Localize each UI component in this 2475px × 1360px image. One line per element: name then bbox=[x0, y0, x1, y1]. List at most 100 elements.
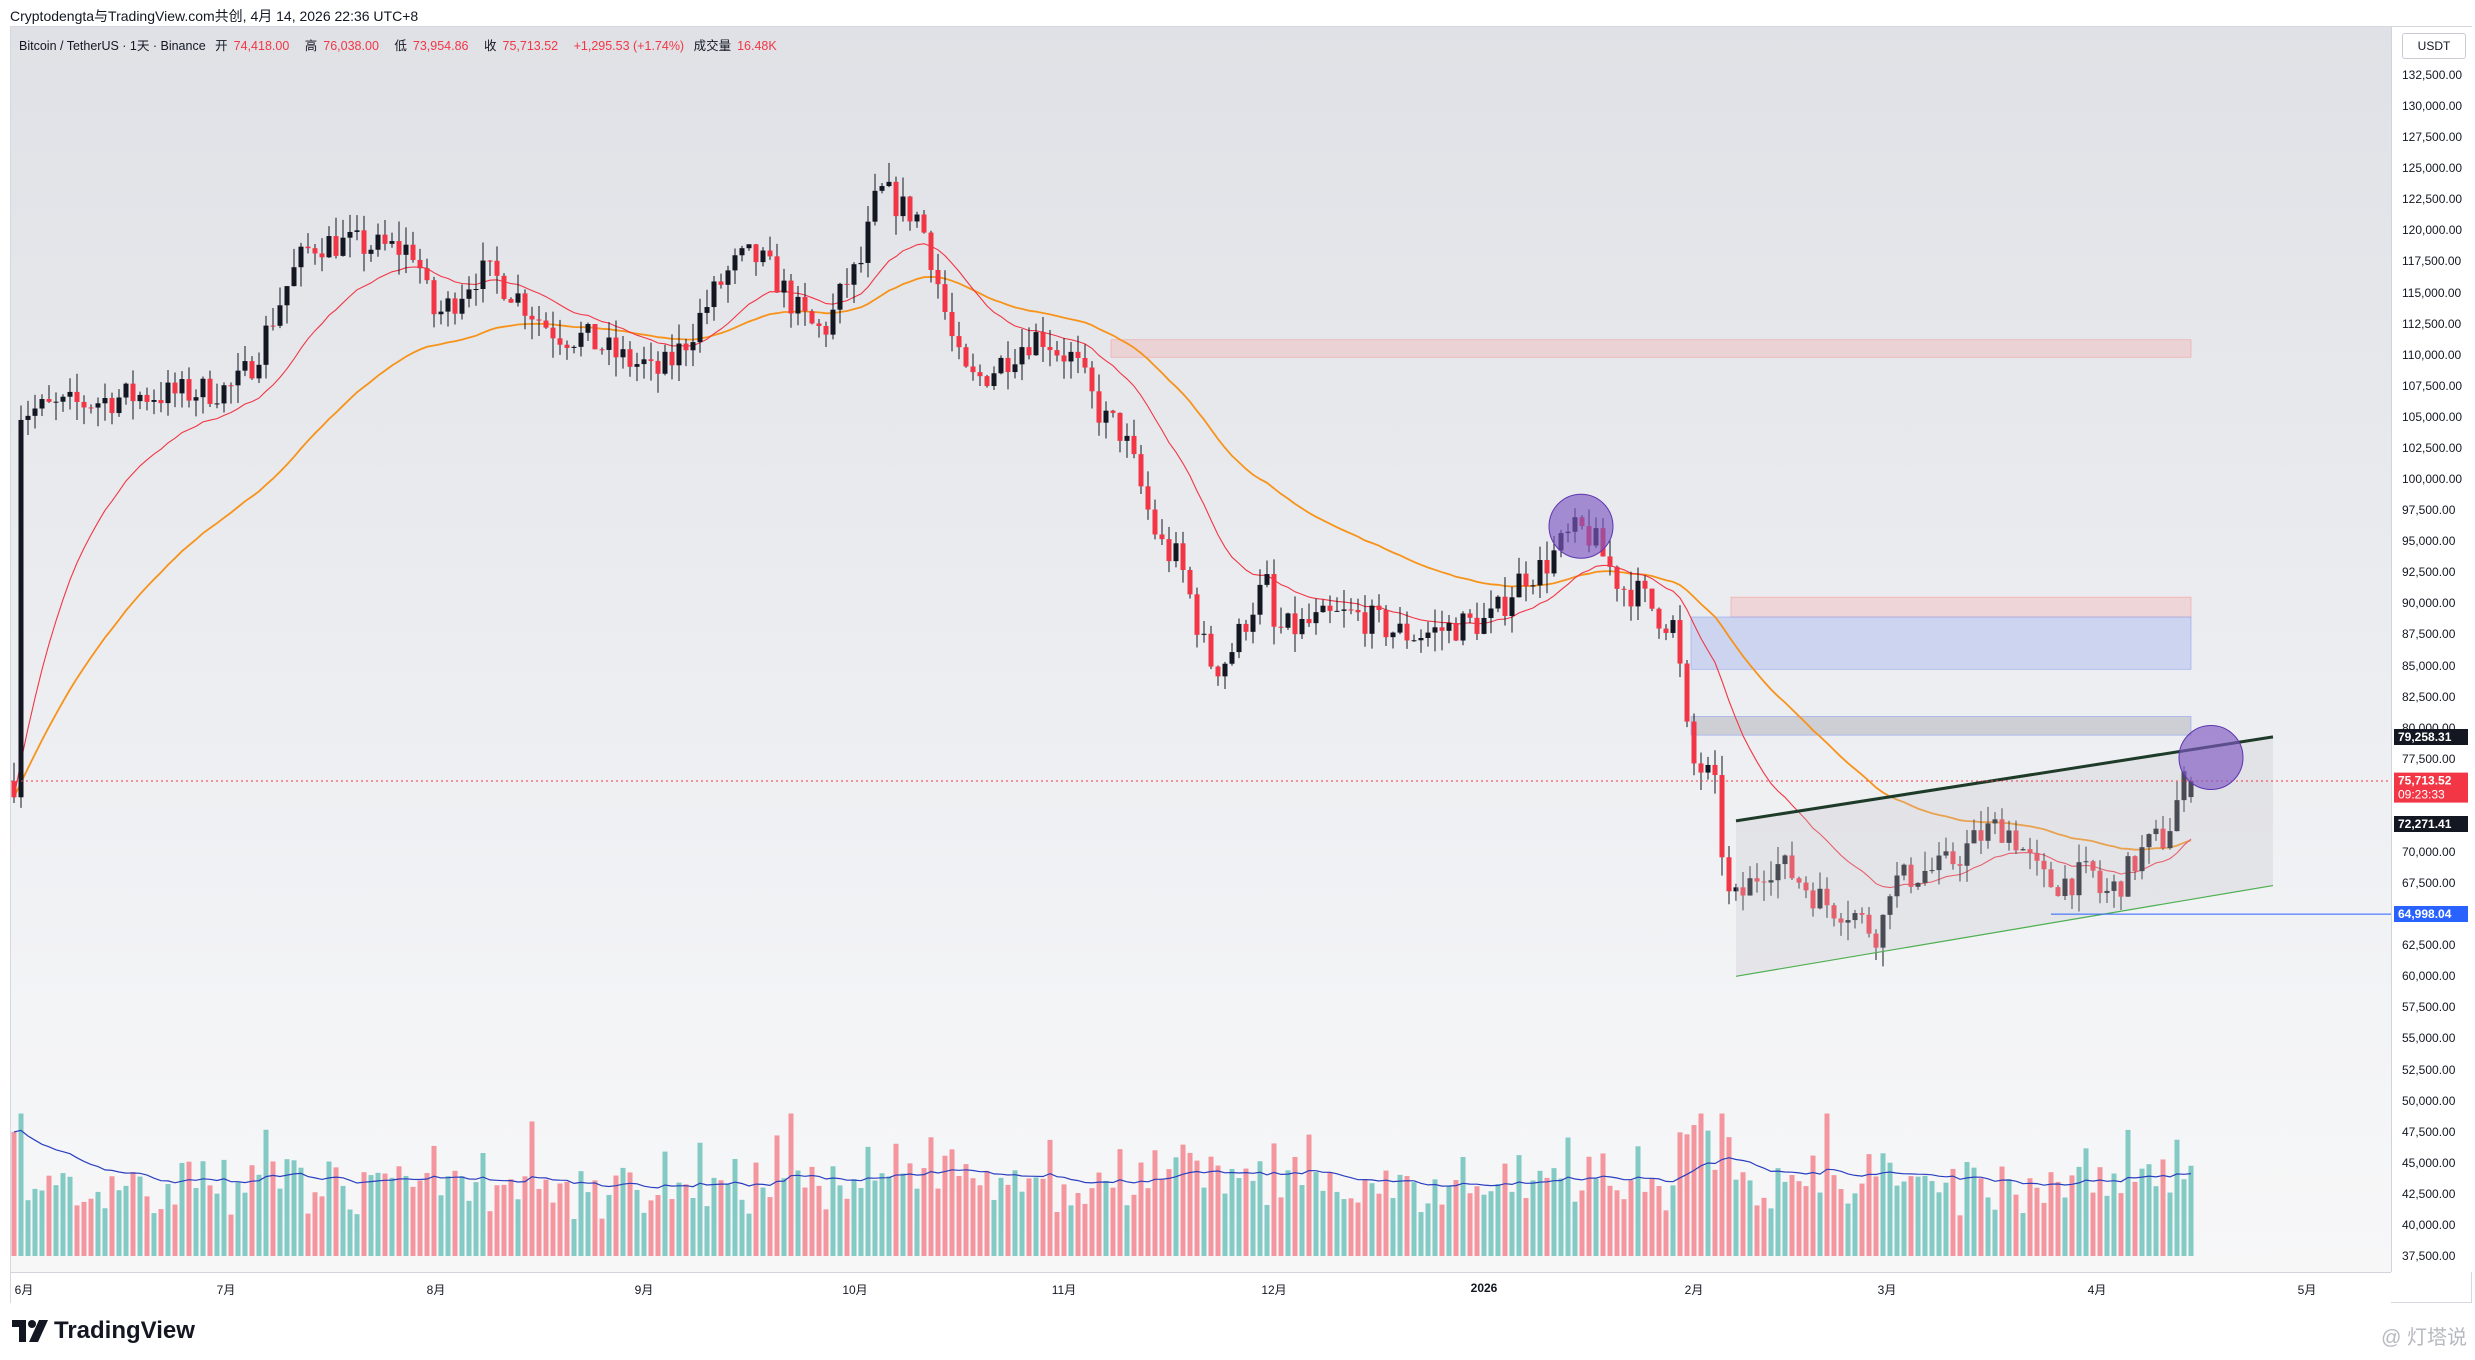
legend-high-label: 高 bbox=[304, 39, 318, 53]
volume-bar bbox=[802, 1187, 808, 1256]
volume-bar bbox=[928, 1137, 934, 1256]
candle-body bbox=[1845, 920, 1851, 923]
volume-bar bbox=[543, 1179, 549, 1256]
volume-bar bbox=[179, 1162, 185, 1256]
candle-body bbox=[186, 379, 192, 401]
volume-bar bbox=[998, 1177, 1004, 1256]
volume-bar bbox=[1341, 1199, 1347, 1256]
chart-plot-area[interactable]: Bitcoin / TetherUS · 1天 · Binance 开 74,41… bbox=[11, 27, 2391, 1272]
volume-bar bbox=[375, 1172, 381, 1256]
candle-body bbox=[1033, 332, 1039, 356]
volume-bar bbox=[1544, 1177, 1550, 1256]
candle-body bbox=[305, 246, 311, 249]
candle-body bbox=[1117, 412, 1123, 441]
candle-body bbox=[1446, 623, 1452, 631]
volume-bar bbox=[74, 1205, 80, 1256]
candle-body bbox=[921, 214, 927, 233]
price-tick: 110,000.00 bbox=[2402, 347, 2462, 362]
candle-body bbox=[494, 260, 500, 276]
candle-body bbox=[662, 351, 668, 374]
candle-body bbox=[361, 230, 367, 254]
volume-bar bbox=[1859, 1183, 1865, 1256]
currency-selector[interactable]: USDT bbox=[2402, 33, 2466, 59]
price-tick: 95,000.00 bbox=[2402, 534, 2456, 549]
candle-body bbox=[956, 336, 962, 348]
watermark: @ 灯塔说 bbox=[2381, 1327, 2467, 1349]
volume-bar bbox=[676, 1182, 682, 1256]
volume-bar bbox=[746, 1213, 752, 1256]
volume-bar bbox=[1215, 1165, 1221, 1256]
price-axis[interactable]: USDT 132,500.00 130,000.00 127,500.00 125,0… bbox=[2391, 27, 2474, 1272]
candle-body bbox=[1782, 855, 1788, 865]
candle-body bbox=[235, 370, 241, 386]
volume-bar bbox=[88, 1198, 94, 1256]
candle-body bbox=[1614, 566, 1620, 589]
time-axis[interactable]: 6月 7月 8月 9月 10月 11月 12月 2026 2月 3月 4月 5月 bbox=[11, 1272, 2391, 1303]
candle-body bbox=[900, 196, 906, 217]
candle-body bbox=[732, 255, 738, 271]
legend-close-label: 收 bbox=[483, 39, 497, 53]
candle-body bbox=[599, 349, 605, 351]
candle-body bbox=[711, 281, 717, 308]
candle-body bbox=[1705, 764, 1711, 773]
candle-body bbox=[1873, 933, 1879, 948]
volume-bar bbox=[1978, 1178, 1984, 1256]
volume-bar bbox=[501, 1184, 507, 1256]
candle-body bbox=[333, 236, 339, 256]
volume-bar bbox=[1740, 1172, 1746, 1256]
volume-bar bbox=[2027, 1178, 2033, 1256]
price-tick: 112,500.00 bbox=[2402, 316, 2462, 331]
candle-body bbox=[74, 391, 80, 402]
candle-body bbox=[1439, 627, 1445, 631]
candle-body bbox=[116, 397, 122, 414]
volume-bar bbox=[1810, 1155, 1816, 1256]
candle-body bbox=[844, 283, 850, 285]
candle-body bbox=[683, 343, 689, 351]
legend-symbol[interactable]: Bitcoin / TetherUS · 1天 · Binance bbox=[19, 39, 206, 53]
candle-body bbox=[172, 382, 178, 394]
ema-slow-line bbox=[13, 275, 2192, 851]
volume-bar bbox=[270, 1161, 276, 1256]
candle-body bbox=[284, 286, 290, 306]
candle-body bbox=[417, 259, 423, 269]
candle-body bbox=[613, 337, 619, 358]
candle-body bbox=[109, 398, 115, 414]
candle-body bbox=[1796, 878, 1802, 883]
candle-body bbox=[1159, 534, 1165, 540]
candle-body bbox=[410, 244, 416, 260]
chart-svg bbox=[11, 162, 2391, 1256]
volume-bar bbox=[312, 1192, 318, 1256]
volume-bar bbox=[1551, 1168, 1557, 1256]
volume-bar bbox=[1369, 1183, 1375, 1256]
volume-bar bbox=[228, 1214, 234, 1256]
candle-body bbox=[1425, 632, 1431, 639]
tradingview-logo[interactable]: TradingView bbox=[12, 1317, 195, 1345]
price-tick: 47,500.00 bbox=[2402, 1124, 2456, 1139]
volume-bar bbox=[361, 1172, 367, 1256]
candle-body bbox=[2083, 861, 2089, 863]
volume-bar bbox=[1495, 1184, 1501, 1256]
volume-bar bbox=[193, 1187, 199, 1256]
volume-bar bbox=[1936, 1192, 1942, 1256]
candle-body bbox=[2090, 861, 2096, 871]
volume-bar bbox=[2013, 1194, 2019, 1256]
candle-body bbox=[1789, 855, 1795, 879]
volume-bar bbox=[697, 1142, 703, 1256]
candle-body bbox=[725, 270, 731, 285]
volume-bar bbox=[858, 1187, 864, 1256]
candle-body bbox=[1754, 878, 1760, 882]
candle-body bbox=[256, 364, 262, 379]
volume-bar bbox=[410, 1186, 416, 1256]
volume-bar bbox=[1586, 1156, 1592, 1256]
tradingview-logo-text: TradingView bbox=[54, 1317, 195, 1344]
candle-body bbox=[690, 342, 696, 351]
candle-body bbox=[1285, 613, 1291, 628]
volume-bar bbox=[144, 1196, 150, 1256]
candle-body bbox=[1019, 347, 1025, 365]
time-tick: 9月 bbox=[634, 1283, 654, 1297]
volume-bar bbox=[662, 1151, 668, 1256]
volume-bar bbox=[284, 1159, 290, 1256]
candle-body bbox=[522, 293, 528, 316]
candle-body bbox=[928, 232, 934, 270]
candle-body bbox=[1803, 882, 1809, 891]
